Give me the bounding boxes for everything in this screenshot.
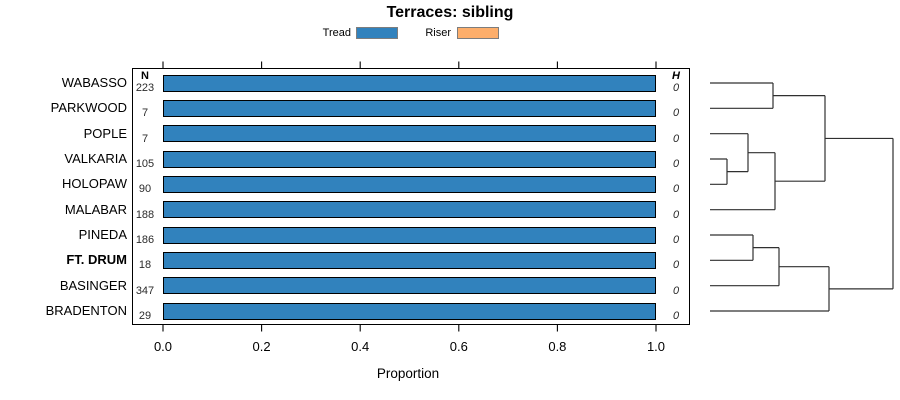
- h-value: 0: [672, 158, 680, 170]
- x-tick-label: 1.0: [646, 339, 666, 354]
- row-label: PARKWOOD: [50, 100, 127, 116]
- tread-bar: [163, 74, 656, 92]
- legend-swatch-riser-icon: [457, 27, 499, 39]
- x-axis-label: Proportion: [376, 366, 440, 381]
- tread-bar: [163, 125, 656, 143]
- tread-bar: [163, 201, 656, 219]
- legend-label-riser: Riser: [425, 27, 451, 39]
- h-value: 0: [672, 234, 680, 246]
- h-value: 0: [672, 183, 680, 196]
- tread-bar: [163, 175, 656, 193]
- tread-bar: [163, 302, 656, 320]
- tread-bar: [163, 150, 656, 168]
- h-value: 0: [672, 107, 680, 120]
- row-label: FT. DRUM: [66, 252, 127, 268]
- h-column-header: H: [672, 70, 680, 82]
- row-label: HOLOPAW: [61, 176, 127, 192]
- x-tick-label: 0.6: [449, 339, 468, 354]
- n-column-header: N: [141, 70, 149, 82]
- tread-bar: [163, 226, 656, 244]
- n-value: 186: [135, 234, 155, 246]
- h-value: 0: [672, 208, 680, 221]
- h-value: 0: [672, 132, 680, 145]
- legend-label-tread: Tread: [322, 27, 351, 39]
- h-value: 0: [672, 310, 680, 322]
- x-tick-label: 0.2: [252, 339, 271, 354]
- n-value: 7: [141, 132, 149, 145]
- n-value: 347: [135, 284, 155, 297]
- n-value: 223: [135, 82, 155, 94]
- row-label: POPLE: [83, 125, 127, 141]
- row-label: VALKARIA: [64, 151, 127, 166]
- row-label: MALABAR: [64, 201, 127, 217]
- n-value: 188: [135, 208, 155, 221]
- n-value: 18: [138, 259, 152, 272]
- row-label: BASINGER: [59, 277, 127, 293]
- legend-swatch-tread-icon: [356, 27, 398, 39]
- chart-title: Terraces: sibling: [386, 4, 514, 21]
- x-tick-label: 0.8: [548, 339, 567, 354]
- n-value: 29: [138, 310, 152, 322]
- x-tick-label: 0.0: [153, 339, 173, 354]
- h-value: 0: [672, 284, 680, 297]
- n-value: 90: [138, 183, 152, 196]
- h-value: 0: [672, 82, 680, 94]
- tread-bar: [163, 251, 656, 269]
- n-value: 7: [141, 107, 149, 120]
- tread-bar: [163, 277, 656, 295]
- h-value: 0: [672, 259, 680, 272]
- row-label: WABASSO: [61, 75, 127, 90]
- row-label: BRADENTON: [45, 303, 127, 318]
- row-label: PINEDA: [78, 227, 127, 242]
- tread-bar: [163, 99, 656, 117]
- x-tick-label: 0.4: [351, 339, 370, 354]
- n-value: 105: [135, 158, 155, 170]
